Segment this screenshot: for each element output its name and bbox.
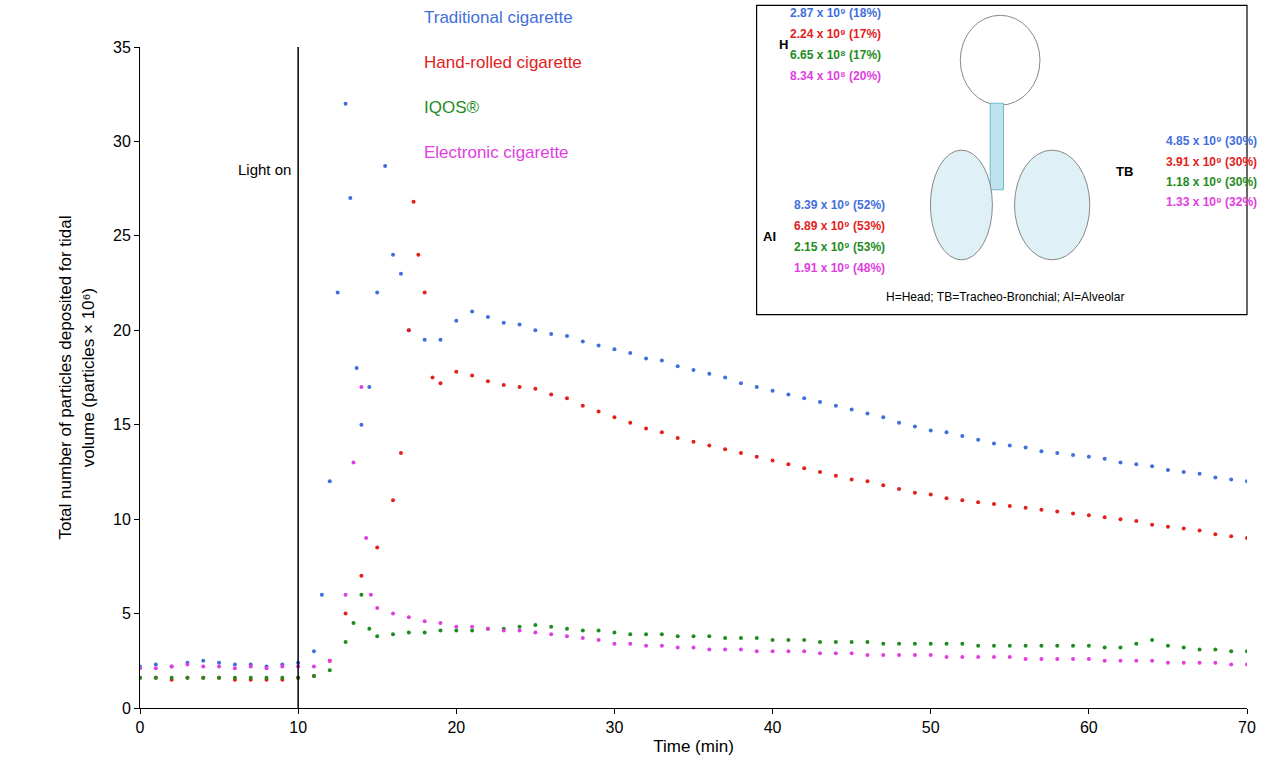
svg-text:8.34 x 10⁸ (20%): 8.34 x 10⁸ (20%): [790, 69, 881, 83]
svg-text:15: 15: [113, 416, 131, 433]
svg-text:20: 20: [447, 719, 465, 736]
svg-text:2.15 x 10⁹ (53%): 2.15 x 10⁹ (53%): [794, 240, 885, 254]
svg-text:AI: AI: [763, 229, 776, 244]
svg-text:6.89 x 10⁹ (53%): 6.89 x 10⁹ (53%): [794, 219, 885, 233]
svg-text:TB: TB: [1116, 164, 1133, 179]
svg-text:1.91 x 10⁹ (48%): 1.91 x 10⁹ (48%): [794, 261, 885, 275]
svg-text:10: 10: [113, 511, 131, 528]
svg-text:Electronic cigarette: Electronic cigarette: [424, 143, 569, 162]
svg-text:Light on: Light on: [238, 161, 291, 178]
svg-text:2.24 x 10⁹ (17%): 2.24 x 10⁹ (17%): [790, 27, 881, 41]
svg-text:3.91 x 10⁹ (30%): 3.91 x 10⁹ (30%): [1166, 155, 1257, 169]
svg-text:H: H: [779, 37, 788, 52]
svg-text:10: 10: [289, 719, 307, 736]
svg-text:30: 30: [606, 719, 624, 736]
svg-text:Time (min): Time (min): [653, 737, 734, 756]
svg-text:30: 30: [113, 133, 131, 150]
svg-text:0: 0: [136, 719, 145, 736]
svg-text:50: 50: [922, 719, 940, 736]
svg-text:Hand-rolled cigarette: Hand-rolled cigarette: [424, 53, 582, 72]
svg-text:8.39 x 10⁹ (52%): 8.39 x 10⁹ (52%): [794, 198, 885, 212]
svg-text:4.85 x 10⁹ (30%): 4.85 x 10⁹ (30%): [1166, 134, 1257, 148]
svg-text:60: 60: [1080, 719, 1098, 736]
svg-text:40: 40: [764, 719, 782, 736]
svg-text:0: 0: [122, 700, 131, 717]
svg-text:1.18 x 10⁹ (30%): 1.18 x 10⁹ (30%): [1166, 175, 1257, 189]
svg-text:1.33 x 10⁹ (32%): 1.33 x 10⁹ (32%): [1166, 195, 1257, 209]
svg-text:6.65 x 10⁸ (17%): 6.65 x 10⁸ (17%): [790, 48, 881, 62]
svg-text:5: 5: [122, 605, 131, 622]
svg-text:70: 70: [1238, 719, 1256, 736]
svg-text:25: 25: [113, 227, 131, 244]
svg-text:35: 35: [113, 39, 131, 56]
svg-text:IQOS®: IQOS®: [424, 98, 480, 117]
svg-text:2.87 x 10⁹ (18%): 2.87 x 10⁹ (18%): [790, 6, 881, 20]
svg-text:20: 20: [113, 322, 131, 339]
svg-text:Traditional cigarette: Traditional cigarette: [424, 8, 573, 27]
svg-text:Total number of particles depo: Total number of particles deposited for …: [56, 215, 97, 539]
svg-text:H=Head; TB=Tracheo-Bronchial;: H=Head; TB=Tracheo-Bronchial; AI=Alveola…: [886, 290, 1124, 304]
